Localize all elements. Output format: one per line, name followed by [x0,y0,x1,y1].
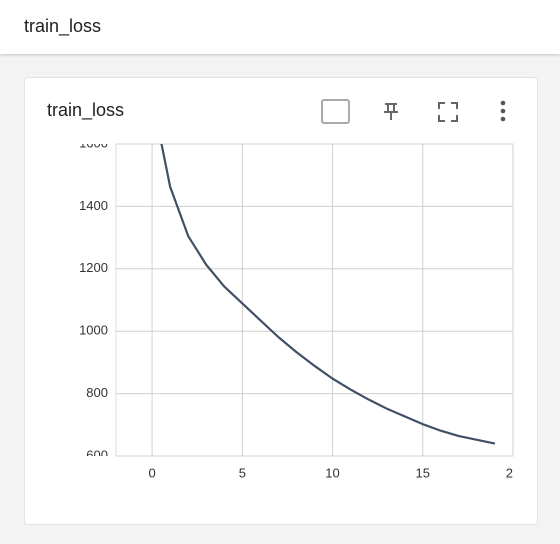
header: train_loss [0,0,560,54]
card-title: train_loss [47,100,124,121]
toolbar [321,99,506,124]
loss-line [160,144,496,445]
y-tick-label: 800 [86,385,108,400]
menu-button[interactable] [500,100,506,122]
x-tick-label: 5 [239,465,246,480]
pin-button[interactable] [384,103,398,120]
y-tick-label: 600 [86,447,108,462]
header-title: train_loss [24,16,102,36]
x-tick-label: 20 [506,465,520,480]
y-tick-label: 1400 [79,198,108,213]
y-tick-label: 1600 [79,135,108,150]
x-tick-label: 15 [416,465,430,480]
y-tick-label: 1200 [79,260,108,275]
plot-frame [115,143,514,457]
x-tick-label: 0 [148,465,155,480]
card [24,77,538,525]
y-tick-label: 1000 [79,323,108,338]
fit-domain-button[interactable] [321,99,350,124]
x-tick-label: 10 [325,465,339,480]
fullscreen-button[interactable] [438,102,458,122]
